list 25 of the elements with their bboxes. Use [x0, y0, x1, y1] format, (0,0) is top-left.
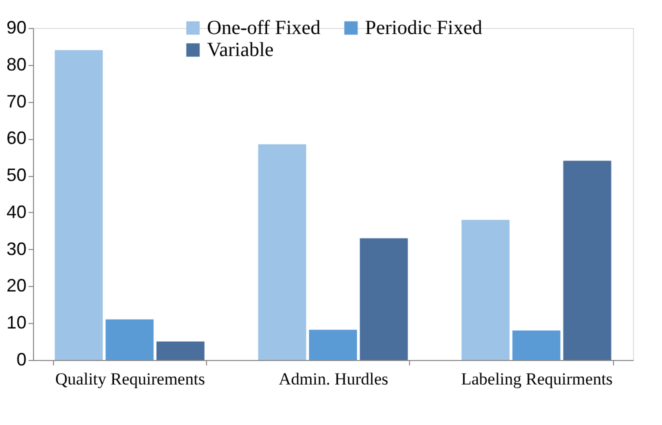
y-tick-label: 30 — [6, 238, 26, 259]
y-tick-label: 20 — [6, 276, 26, 296]
x-tick-label: Admin. Hurdles — [278, 370, 388, 388]
legend-label: Periodic Fixed — [365, 17, 482, 39]
bar — [563, 160, 612, 360]
y-tick-label: 60 — [6, 128, 26, 148]
y-tick-label: 10 — [6, 312, 26, 333]
y-tick-label: 50 — [6, 165, 26, 186]
bar — [309, 330, 357, 360]
bar — [462, 220, 510, 360]
y-tick-label: 70 — [6, 91, 26, 112]
bar — [54, 50, 103, 360]
bar — [258, 144, 306, 360]
y-tick-label: 80 — [6, 54, 26, 74]
x-tick-label: Labeling Requirments — [461, 370, 613, 388]
x-tick-label: Quality Requirements — [55, 370, 205, 388]
legend-label: Variable — [207, 39, 274, 61]
bar — [360, 238, 408, 360]
legend-label: One-off Fixed — [207, 17, 320, 39]
y-tick-label: 0 — [16, 350, 26, 370]
bar — [106, 319, 154, 360]
y-tick-label: 90 — [6, 18, 26, 38]
bar — [512, 330, 560, 360]
bar — [156, 342, 204, 360]
y-tick-label: 40 — [6, 202, 26, 222]
